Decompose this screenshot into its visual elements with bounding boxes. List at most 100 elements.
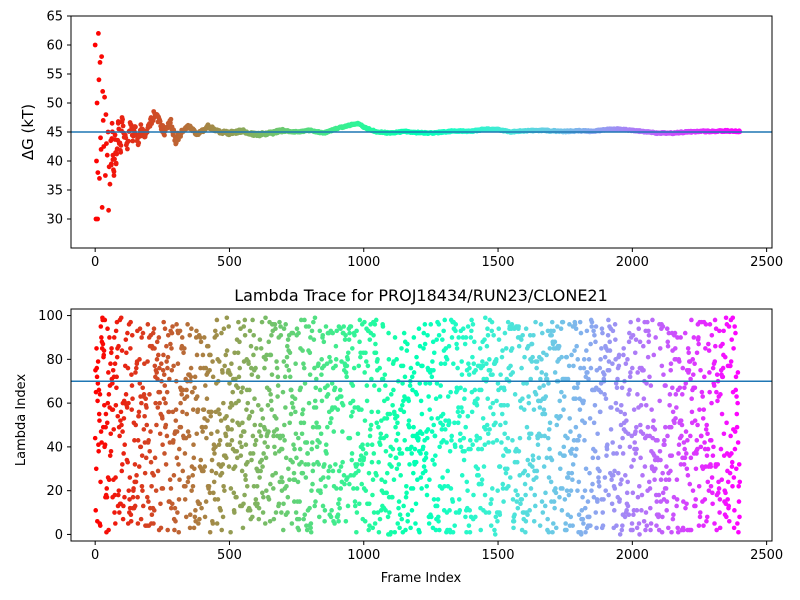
lambda-point: [575, 357, 581, 362]
lambda-point: [345, 503, 351, 509]
lambda-point: [417, 529, 422, 535]
lambda-point: [434, 503, 440, 509]
lambda-point: [397, 525, 402, 531]
lambda-point: [715, 398, 720, 404]
lambda-point: [323, 442, 329, 447]
lambda-point: [700, 394, 705, 399]
lambda-point: [704, 519, 709, 524]
lambda-point: [442, 427, 448, 432]
bottom-y-tick-label: 40: [46, 440, 63, 455]
lambda-point: [150, 330, 156, 336]
lambda-point: [130, 494, 136, 500]
lambda-point: [279, 475, 284, 480]
lambda-point: [244, 407, 249, 412]
lambda-point: [110, 381, 115, 386]
lambda-point: [116, 343, 121, 349]
lambda-point: [155, 376, 160, 382]
lambda-point: [400, 381, 405, 386]
lambda-point: [716, 486, 722, 491]
lambda-point: [141, 392, 147, 397]
lambda-point: [392, 335, 398, 340]
lambda-point: [352, 503, 358, 509]
lambda-point: [142, 470, 148, 476]
lambda-point: [644, 381, 649, 386]
lambda-point: [668, 361, 674, 367]
lambda-point: [351, 486, 356, 491]
lambda-point: [705, 446, 711, 452]
lambda-point: [519, 497, 525, 502]
lambda-point: [287, 350, 293, 356]
lambda-point: [537, 523, 543, 528]
lambda-point: [316, 514, 322, 520]
lambda-point: [472, 339, 477, 345]
lambda-point: [284, 363, 290, 369]
lambda-point: [299, 459, 304, 465]
lambda-point: [523, 326, 529, 331]
lambda-point: [707, 370, 712, 375]
lambda-point: [562, 394, 567, 399]
lambda-point: [526, 400, 532, 406]
lambda-point: [460, 409, 465, 415]
lambda-point: [359, 462, 365, 467]
lambda-point: [293, 431, 299, 437]
lambda-point: [135, 438, 141, 443]
lambda-point: [361, 455, 367, 461]
lambda-point: [597, 365, 603, 371]
lambda-point: [716, 479, 721, 485]
lambda-point: [461, 457, 467, 463]
lambda-point: [703, 427, 709, 432]
delta-g-point: [95, 31, 101, 36]
lambda-point: [396, 499, 402, 504]
lambda-point: [101, 352, 107, 358]
lambda-point: [630, 332, 636, 338]
lambda-point: [94, 346, 99, 351]
lambda-point: [496, 337, 502, 342]
bottom-y-tick-label: 20: [46, 484, 63, 499]
lambda-point: [656, 492, 662, 498]
lambda-point: [667, 392, 673, 397]
lambda-point: [329, 416, 334, 421]
lambda-point: [681, 527, 686, 533]
lambda-point: [394, 438, 399, 443]
lambda-point: [447, 420, 452, 426]
lambda-point: [703, 346, 708, 351]
lambda-point: [164, 433, 170, 439]
lambda-point: [489, 319, 495, 325]
lambda-point: [311, 319, 316, 325]
lambda-point: [488, 501, 493, 507]
lambda-point: [214, 317, 220, 323]
lambda-point: [429, 429, 435, 434]
lambda-point: [309, 328, 315, 334]
lambda-point: [106, 370, 111, 375]
lambda-point: [499, 411, 505, 417]
lambda-point: [225, 427, 231, 432]
lambda-point: [477, 346, 483, 351]
lambda-point: [377, 365, 383, 371]
lambda-point: [338, 394, 344, 399]
lambda-point: [120, 462, 125, 467]
lambda-point: [588, 523, 593, 528]
lambda-point: [204, 396, 210, 402]
lambda-point: [242, 492, 247, 498]
lambda-point: [661, 372, 666, 377]
lambda-point: [663, 424, 668, 430]
lambda-point: [465, 488, 470, 493]
lambda-point: [459, 473, 465, 478]
lambda-point: [209, 457, 215, 463]
lambda-point: [397, 446, 402, 452]
lambda-point: [403, 494, 409, 500]
lambda-point: [313, 385, 319, 391]
lambda-point: [168, 486, 174, 491]
lambda-point: [498, 422, 503, 428]
lambda-point: [250, 317, 255, 323]
lambda-point: [205, 343, 211, 349]
lambda-point: [258, 346, 264, 351]
lambda-point: [218, 418, 224, 423]
lambda-point: [660, 514, 665, 520]
lambda-point: [363, 488, 369, 493]
lambda-point: [462, 387, 468, 393]
lambda-point: [491, 411, 496, 417]
lambda-point: [588, 341, 593, 347]
lambda-point: [390, 494, 395, 500]
lambda-point: [714, 372, 720, 377]
